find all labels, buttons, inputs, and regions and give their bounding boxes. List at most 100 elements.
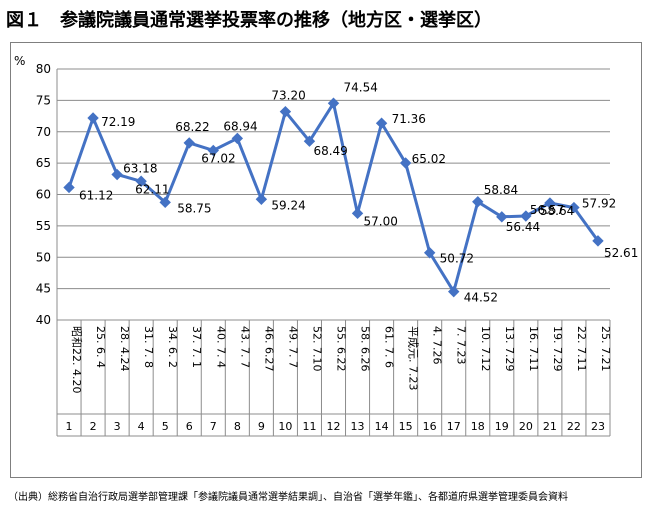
data-label: 68.94 — [223, 119, 257, 133]
x-date-label: 22. 7.11 — [575, 326, 588, 371]
x-date-label: 10. 7.12 — [479, 326, 492, 371]
x-tick-label: 23 — [591, 420, 605, 433]
x-date-label: 37. 7. 1 — [190, 326, 203, 368]
data-point — [423, 247, 436, 259]
x-tick-label: 13 — [351, 420, 365, 433]
data-label: 52.61 — [604, 246, 638, 260]
x-date-label: 19. 7.29 — [551, 326, 564, 371]
data-label: 61.12 — [79, 188, 113, 202]
data-point — [183, 137, 195, 149]
x-tick-label: 12 — [327, 420, 341, 433]
data-label: 59.24 — [271, 198, 305, 212]
x-date-label: 25. 6. 4 — [94, 326, 107, 368]
data-label: 68.22 — [175, 120, 209, 134]
x-tick-label: 9 — [258, 420, 265, 433]
x-date-label: 28. 4.24 — [118, 326, 131, 371]
source-note: （出典）総務省自治行政局選挙部管理課「参議院議員通常選挙結果調」、自治省「選挙年… — [8, 492, 568, 503]
data-point — [135, 175, 147, 187]
data-point — [496, 211, 508, 223]
data-label: 73.20 — [271, 89, 305, 103]
chart-title: 図１ 参議院議員通常選挙投票率の推移（地方区・選挙区） — [6, 10, 492, 31]
data-point — [544, 197, 556, 209]
x-date-label: 58. 6.26 — [359, 326, 372, 371]
data-label: 65.02 — [412, 152, 446, 166]
x-tick-label: 6 — [186, 420, 193, 433]
x-date-label: 49. 7. 7 — [286, 326, 299, 368]
data-point — [207, 144, 219, 157]
data-point — [63, 181, 75, 194]
x-date-label: 7. 7.23 — [455, 326, 468, 364]
y-tick-label: 75 — [36, 93, 51, 107]
x-date-label: 平成元. 7.23 — [407, 326, 420, 391]
x-tick-label: 18 — [471, 420, 485, 433]
data-label: 44.52 — [464, 291, 498, 305]
y-axis-label: % — [14, 54, 25, 68]
x-date-label: 52. 7.10 — [310, 326, 323, 371]
data-label: 57.92 — [582, 197, 616, 211]
x-tick-label: 16 — [423, 420, 437, 433]
data-point — [87, 112, 99, 124]
data-point — [231, 132, 244, 145]
x-date-label: 昭和22. 4.20 — [70, 326, 83, 393]
data-label: 72.19 — [101, 115, 135, 129]
x-tick-label: 22 — [567, 420, 581, 433]
y-tick-label: 80 — [36, 62, 51, 76]
data-point — [472, 196, 484, 208]
data-label: 67.02 — [201, 151, 235, 165]
data-point — [568, 201, 580, 214]
data-point — [448, 285, 460, 298]
x-tick-label: 14 — [375, 420, 389, 433]
data-label: 58.64 — [540, 204, 574, 218]
x-date-label: 34. 6. 2 — [166, 326, 179, 368]
data-point — [303, 135, 316, 147]
data-label: 56.44 — [506, 220, 540, 234]
x-date-label: 61. 7. 6 — [383, 326, 396, 368]
x-tick-label: 3 — [114, 420, 121, 433]
y-tick-label: 45 — [36, 282, 51, 296]
y-tick-label: 40 — [36, 313, 51, 327]
x-date-label: 13. 7.29 — [503, 326, 516, 371]
data-label: 68.49 — [313, 144, 347, 158]
data-point — [279, 105, 292, 118]
x-date-label: 43. 7. 7 — [238, 326, 251, 368]
data-label: 63.18 — [123, 162, 157, 176]
x-tick-label: 5 — [162, 420, 169, 433]
data-point — [592, 235, 604, 247]
x-tick-label: 11 — [302, 420, 316, 433]
data-point — [399, 157, 412, 169]
y-tick-label: 60 — [36, 188, 51, 202]
data-label: 50.72 — [440, 252, 474, 266]
data-point — [159, 196, 171, 209]
data-label: 71.36 — [392, 112, 426, 126]
x-tick-label: 10 — [278, 420, 292, 433]
x-tick-label: 21 — [543, 420, 557, 433]
x-tick-label: 19 — [495, 420, 509, 433]
x-date-label: 16. 7.11 — [527, 326, 540, 371]
data-label: 56.57 — [530, 203, 564, 217]
data-label: 74.54 — [344, 80, 378, 94]
data-label: 62.11 — [135, 182, 169, 196]
data-point — [111, 168, 123, 181]
data-point — [375, 117, 388, 129]
y-tick-label: 70 — [36, 125, 51, 139]
x-tick-label: 2 — [90, 420, 97, 433]
data-label: 58.84 — [484, 183, 518, 197]
x-tick-label: 8 — [234, 420, 241, 433]
y-tick-label: 55 — [36, 219, 51, 233]
x-date-label: 4. 7.26 — [431, 326, 444, 364]
data-label: 58.75 — [177, 201, 211, 215]
x-date-label: 55. 6.22 — [335, 326, 348, 371]
data-point — [255, 193, 268, 205]
y-tick-label: 50 — [36, 250, 51, 264]
x-tick-label: 20 — [519, 420, 533, 433]
x-date-label: 40. 7. 4 — [214, 326, 227, 368]
x-date-label: 46. 6.27 — [262, 326, 275, 371]
data-point — [327, 97, 340, 109]
x-tick-label: 15 — [399, 420, 413, 433]
data-label: 57.00 — [364, 214, 398, 228]
x-tick-label: 1 — [66, 420, 73, 433]
data-point — [520, 210, 532, 222]
x-tick-label: 17 — [447, 420, 461, 433]
chart-frame — [10, 42, 642, 478]
